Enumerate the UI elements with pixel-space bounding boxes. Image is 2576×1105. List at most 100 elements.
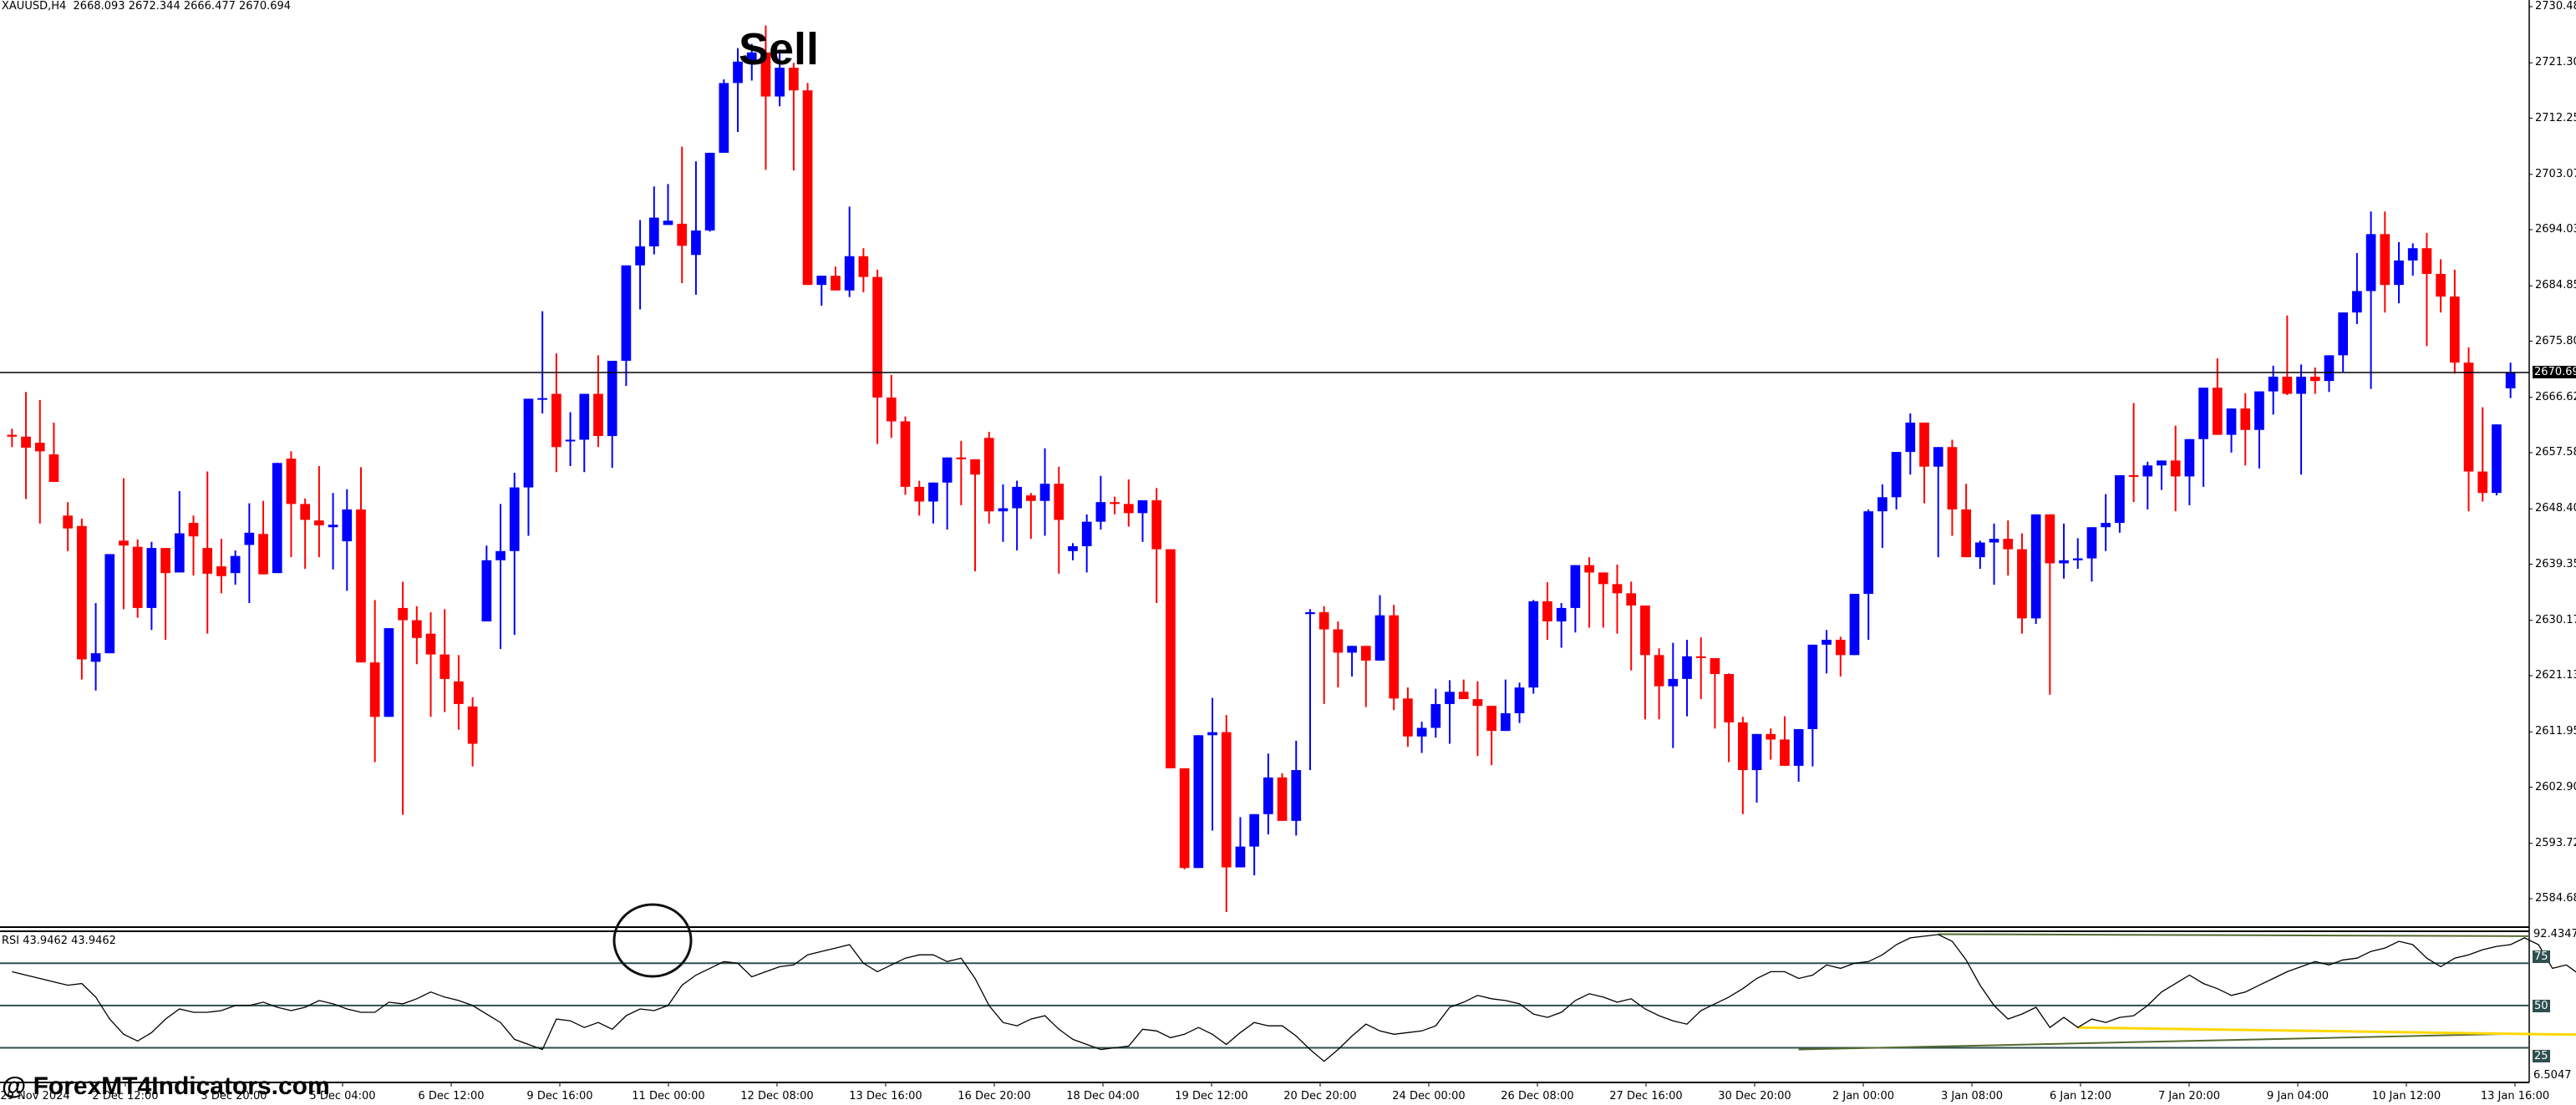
candle-body <box>537 398 548 400</box>
candle-body <box>1877 497 1888 512</box>
time-tick-label: 6 Dec 12:00 <box>418 1090 485 1102</box>
candle-body <box>1751 733 1762 771</box>
candle-body <box>983 438 994 512</box>
candle-body <box>1123 504 1134 514</box>
candle-body <box>942 457 953 483</box>
candle-body <box>2184 438 2195 477</box>
candle-body <box>2157 460 2167 466</box>
rsi-indicator-label: RSI 43.9462 43.9462 <box>2 935 116 947</box>
candle-body <box>1793 728 1804 766</box>
candle-body <box>2421 248 2432 274</box>
candle-body <box>2030 514 2041 619</box>
candle-body <box>202 548 213 574</box>
time-tick-label: 2 Jan 00:00 <box>1832 1090 1895 1102</box>
time-tick-label: 26 Dec 08:00 <box>1501 1090 1574 1102</box>
candle-body <box>775 68 785 97</box>
time-tick-label: 24 Dec 00:00 <box>1392 1090 1466 1102</box>
candle-body <box>2492 424 2502 494</box>
candle-body <box>174 533 185 573</box>
time-tick-label: 27 Dec 16:00 <box>1609 1090 1683 1102</box>
candle-body <box>314 520 324 526</box>
candle-body <box>2003 539 2014 550</box>
price-tick-label: 2639.355 <box>2535 557 2576 570</box>
candle-body <box>1193 735 1204 869</box>
candle-body <box>1682 656 1692 679</box>
candle-body <box>1766 733 1776 740</box>
candle-body <box>1221 732 1232 868</box>
price-tick-label: 2730.480 <box>2535 0 2576 13</box>
candle-body <box>607 360 617 437</box>
candle-body <box>160 548 170 574</box>
candle-body <box>746 52 757 62</box>
time-tick-label: 12 Dec 08:00 <box>740 1090 814 1102</box>
watermark: @ ForexMT4Indicators.com <box>2 1072 330 1100</box>
candlestick-series <box>7 25 2516 912</box>
candle-body <box>2115 474 2125 524</box>
price-tick-label: 2657.580 <box>2535 446 2576 459</box>
candle-body <box>1905 422 1916 453</box>
candle-body <box>2072 558 2083 560</box>
candle-body <box>1654 655 1664 687</box>
candle-body <box>2240 408 2251 430</box>
candle-body <box>2505 372 2516 388</box>
candle-body <box>481 560 492 622</box>
price-tick-label: 2648.400 <box>2535 502 2576 515</box>
candle-body <box>1501 712 1511 732</box>
candle-body <box>1305 612 1315 615</box>
candle-body <box>2394 260 2404 286</box>
candle-body <box>1863 511 1874 595</box>
candle-body <box>1026 495 1036 501</box>
candle-body <box>886 397 897 422</box>
time-tick-label: 9 Dec 16:00 <box>526 1090 593 1102</box>
candle-body <box>286 459 297 504</box>
candle-body <box>704 152 715 231</box>
candle-body <box>1263 777 1273 814</box>
candle-body <box>998 508 1009 512</box>
candle-body <box>970 459 980 475</box>
time-tick-label: 29 Nov 2024 <box>0 1090 70 1102</box>
candle-body <box>1166 549 1176 768</box>
candle-body <box>1528 601 1539 688</box>
candle-body <box>509 487 520 551</box>
candle-body <box>1668 678 1679 687</box>
candle-body <box>914 486 925 502</box>
price-tick-label: 2684.850 <box>2535 279 2576 292</box>
time-tick-label: 13 Dec 16:00 <box>849 1090 922 1102</box>
candle-body <box>831 276 841 291</box>
candle-body <box>216 566 226 576</box>
price-tick-label: 2621.130 <box>2535 669 2576 682</box>
candle-body <box>1054 484 1064 520</box>
rsi-support-trendline <box>1798 1032 2530 1051</box>
candle-body <box>1039 484 1050 501</box>
time-tick-label: 13 Jan 16:00 <box>2480 1090 2550 1102</box>
candle-body <box>104 554 115 654</box>
price-tick-label: 2712.255 <box>2535 111 2576 124</box>
price-tick-label: 2602.905 <box>2535 780 2576 793</box>
candle-body <box>1961 509 1971 558</box>
candle-body <box>635 246 645 266</box>
price-tick-label: 2694.030 <box>2535 223 2576 236</box>
candle-body <box>1374 615 1385 661</box>
candle-body <box>1737 722 1748 771</box>
rsi-trendlines <box>1798 933 2576 1051</box>
candle-body <box>1542 601 1552 622</box>
candle-body <box>551 393 561 448</box>
candle-body <box>1151 499 1162 550</box>
time-tick-label: 10 Jan 12:00 <box>2371 1090 2441 1102</box>
rsi-resistance-trendline <box>1938 933 2530 937</box>
candle-body <box>7 434 18 437</box>
candle-body <box>77 525 87 660</box>
candle-body <box>2226 408 2237 435</box>
candle-body <box>1277 777 1288 821</box>
time-tick-label: 2 Dec 12:00 <box>92 1090 159 1102</box>
rsi-line <box>12 934 2576 1062</box>
candle-body <box>663 220 673 226</box>
time-tick-label: 7 Jan 20:00 <box>2157 1090 2221 1102</box>
candle-body <box>760 52 771 97</box>
current-price-tag: 2670.694 <box>2533 365 2576 378</box>
candle-body <box>467 706 478 744</box>
candle-body <box>1821 640 1832 645</box>
rsi-min-label: 6.5047 <box>2533 1069 2572 1082</box>
